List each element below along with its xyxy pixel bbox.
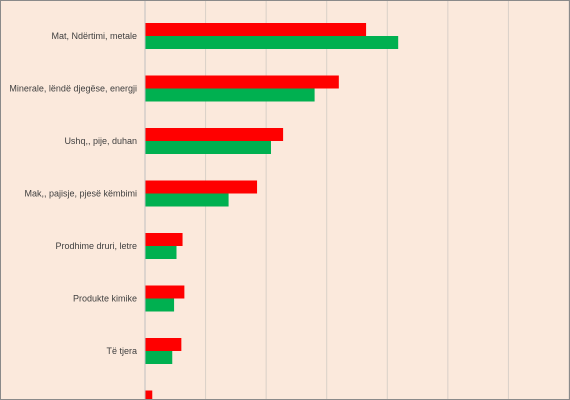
- category-label: Ushq,, pije, duhan: [64, 136, 137, 146]
- bar-series-2: [145, 193, 229, 207]
- category-label: Të tjera: [106, 346, 137, 356]
- bar-series-1: [145, 75, 339, 89]
- category-labels: Mat, Ndërtimi, metale Minerale, lëndë dje…: [9, 31, 137, 356]
- bar-series-1: [145, 128, 284, 141]
- bars: [145, 23, 399, 399]
- bar-series-2: [145, 351, 173, 364]
- bar-series-1: [145, 338, 182, 351]
- gridlines: [205, 1, 569, 399]
- bar-series-1: [145, 180, 258, 194]
- bar-series-1: [145, 285, 185, 299]
- category-label: Minerale, lëndë djegëse, energji: [9, 84, 137, 94]
- category-label: Produkte kimike: [73, 294, 137, 304]
- bar-series-1: [145, 390, 153, 399]
- bar-series-2: [145, 141, 271, 154]
- bar-series-2: [145, 298, 175, 312]
- bar-series-2: [145, 88, 315, 102]
- bar-series-1: [145, 23, 367, 36]
- bar-series-2: [145, 246, 177, 259]
- category-label: Mat, Ndërtimi, metale: [51, 31, 137, 41]
- bar-series-2: [145, 36, 399, 49]
- bar-series-1: [145, 233, 183, 246]
- category-label: Mak,, pajisje, pjesë këmbimi: [24, 189, 137, 199]
- category-label: Prodhime druri, letre: [55, 241, 137, 251]
